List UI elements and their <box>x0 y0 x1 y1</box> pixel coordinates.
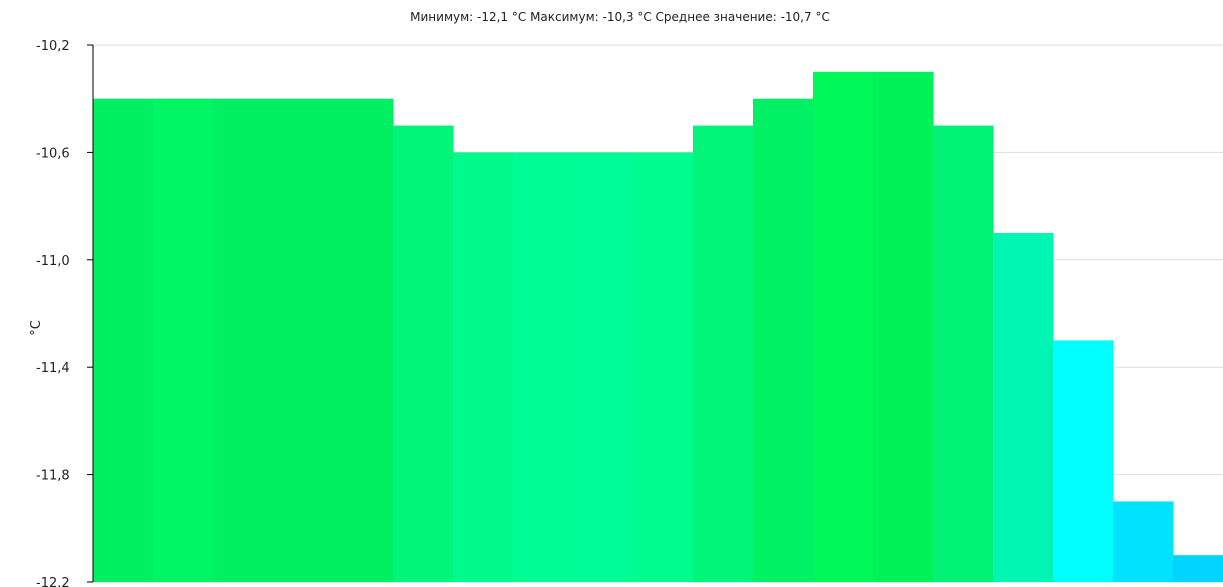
bar <box>753 98 814 582</box>
bar <box>513 152 574 582</box>
chart-title: Минимум: -12,1 °C Максимум: -10,3 °C Сре… <box>410 10 830 24</box>
bar <box>1053 340 1114 582</box>
bar <box>573 152 634 582</box>
bar <box>393 125 454 583</box>
y-tick-label: -10,2 <box>36 39 70 54</box>
bar <box>933 125 994 583</box>
bar <box>993 232 1054 582</box>
bar <box>1113 501 1174 582</box>
bars <box>93 71 1223 583</box>
bar <box>873 71 934 582</box>
bar <box>153 98 214 582</box>
bar <box>1173 555 1223 582</box>
bar <box>333 98 394 582</box>
y-axis-ticks: -10,2 -10,6 -11,0 -11,4 -11,8 -12.2 <box>36 39 93 587</box>
y-tick-label: -10,6 <box>36 146 70 161</box>
bar <box>273 98 334 582</box>
y-axis-label: °C <box>29 320 44 336</box>
bar <box>693 125 754 583</box>
bar <box>453 152 514 582</box>
y-tick-label: -11,0 <box>36 254 70 269</box>
y-tick-label: -11,8 <box>36 469 70 484</box>
y-tick-label: -11,4 <box>36 361 70 376</box>
bar <box>813 71 874 582</box>
bar <box>633 152 694 582</box>
bar <box>213 98 274 582</box>
bar <box>93 98 154 582</box>
y-tick-label: -12.2 <box>36 576 70 587</box>
